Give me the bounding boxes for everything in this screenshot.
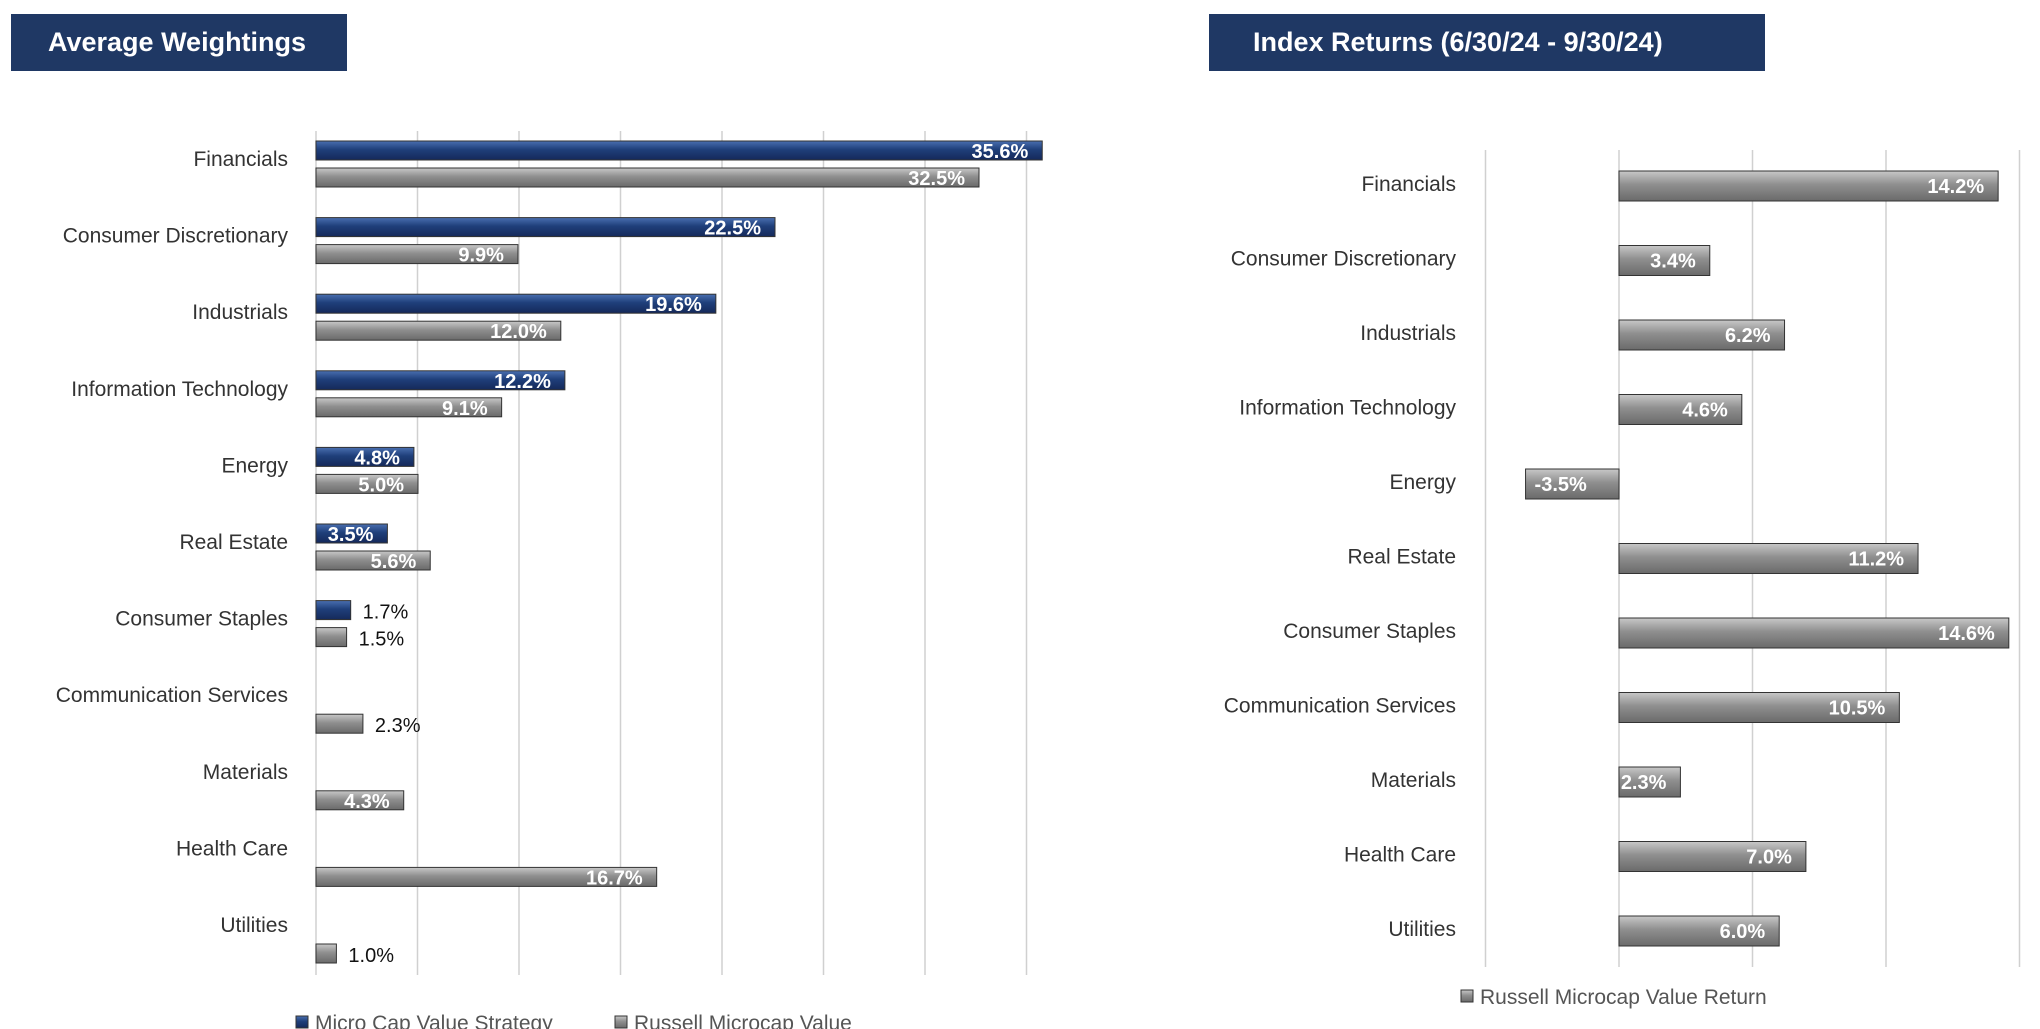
bar (1618, 543, 1919, 574)
bar (315, 866, 658, 887)
bar (315, 473, 419, 494)
bar (315, 397, 503, 418)
data-label: 22.5% (704, 218, 761, 240)
category-label: Communication Services (56, 684, 288, 707)
data-label: 35.6% (972, 141, 1029, 163)
data-label: 10.5% (1829, 698, 1886, 720)
bar (315, 244, 519, 265)
bar (1618, 394, 1743, 425)
bar (315, 790, 405, 811)
bar (315, 320, 562, 341)
category-label: Health Care (1344, 844, 1456, 867)
category-label: Communication Services (1224, 695, 1456, 718)
bar (1618, 692, 1900, 723)
data-label: 16.7% (586, 867, 643, 889)
legend-label: Russell Microcap Value (634, 1012, 852, 1029)
category-label: Real Estate (179, 531, 288, 554)
bar (315, 627, 348, 648)
category-label: Financials (193, 148, 288, 171)
category-label: Real Estate (1347, 546, 1456, 569)
data-label: 2.3% (1621, 772, 1667, 794)
data-label: 14.2% (1927, 176, 1984, 198)
bar (1618, 766, 1681, 798)
data-label: 1.7% (363, 602, 409, 624)
data-label: 1.5% (359, 629, 405, 651)
data-label: 3.5% (328, 524, 374, 546)
bar (1618, 245, 1711, 276)
category-label: Industrials (192, 301, 288, 324)
data-label: 5.6% (371, 551, 417, 573)
category-label: Health Care (176, 837, 288, 860)
bar (315, 523, 388, 544)
category-label: Consumer Discretionary (63, 225, 289, 248)
bar (1525, 468, 1620, 500)
bar (315, 293, 717, 314)
data-label: 32.5% (908, 168, 965, 190)
data-label: 6.0% (1720, 921, 1766, 943)
data-label: 2.3% (375, 715, 421, 737)
category-label: Consumer Staples (115, 608, 288, 631)
category-label: Financials (1361, 173, 1456, 196)
bar (1618, 617, 2010, 649)
data-label: 1.0% (348, 945, 394, 967)
data-label: 12.0% (490, 321, 547, 343)
data-label: 9.1% (442, 398, 488, 420)
category-label: Materials (1371, 769, 1456, 792)
legend-swatch (1460, 989, 1474, 1003)
category-label: Energy (1389, 471, 1456, 494)
chart-title-weightings: Average Weightings (11, 14, 347, 71)
bar (1618, 170, 1999, 202)
bar (315, 550, 431, 571)
data-label: 9.9% (458, 245, 504, 267)
data-label: 4.3% (344, 791, 390, 813)
category-label: Consumer Staples (1283, 620, 1456, 643)
data-label: -3.5% (1535, 474, 1587, 496)
data-label: 5.0% (358, 474, 404, 496)
bar (315, 943, 337, 964)
category-label: Utilities (220, 914, 288, 937)
data-label: 14.6% (1938, 623, 1995, 645)
data-label: 12.2% (494, 371, 551, 393)
legend-label: Micro Cap Value Strategy (315, 1012, 553, 1029)
data-label: 4.8% (354, 447, 400, 469)
bar (315, 167, 980, 188)
category-label: Industrials (1360, 322, 1456, 345)
legend-label: Russell Microcap Value Return (1480, 986, 1767, 1009)
category-label: Information Technology (71, 378, 288, 401)
data-label: 19.6% (645, 294, 702, 316)
bar (315, 713, 364, 734)
bar (315, 140, 1043, 161)
legend-swatch (614, 1015, 628, 1029)
data-label: 7.0% (1746, 847, 1792, 869)
data-label: 6.2% (1725, 325, 1771, 347)
category-label: Energy (221, 454, 288, 477)
bar (315, 217, 776, 238)
data-label: 3.4% (1650, 251, 1696, 273)
chart-title-returns: Index Returns (6/30/24 - 9/30/24) (1209, 14, 1765, 71)
bar (315, 600, 352, 621)
bar (1618, 915, 1780, 947)
category-label: Utilities (1388, 918, 1456, 941)
bar (315, 370, 566, 391)
bar (315, 446, 415, 467)
bar (1618, 841, 1807, 872)
data-label: 4.6% (1682, 400, 1728, 422)
category-label: Materials (203, 761, 288, 784)
data-label: 11.2% (1848, 549, 1904, 571)
bar (1618, 319, 1786, 351)
category-label: Consumer Discretionary (1231, 248, 1457, 271)
category-label: Information Technology (1239, 397, 1456, 420)
legend-swatch (295, 1015, 309, 1029)
